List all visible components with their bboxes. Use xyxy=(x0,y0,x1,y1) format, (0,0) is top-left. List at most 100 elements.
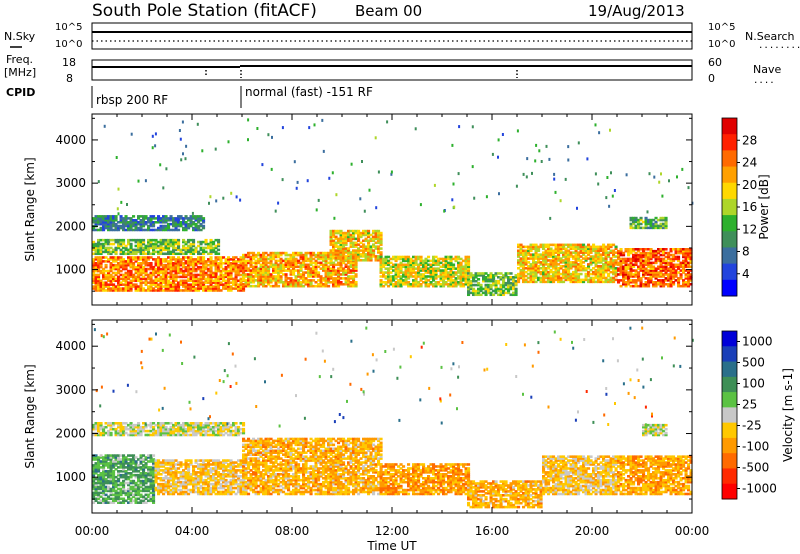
data-cell xyxy=(152,427,156,431)
data-cell xyxy=(402,271,406,274)
data-cell xyxy=(177,271,181,275)
data-cell xyxy=(287,283,291,286)
data-cell xyxy=(459,277,463,280)
data-cell xyxy=(122,263,126,267)
data-cell xyxy=(552,243,556,247)
data-cell xyxy=(234,273,238,277)
data-cell xyxy=(654,226,658,230)
data-cell xyxy=(642,283,646,286)
sparse-echo xyxy=(653,175,656,179)
data-cell xyxy=(267,265,271,269)
data-cell xyxy=(454,267,458,270)
data-cell xyxy=(367,229,371,233)
data-cell xyxy=(514,293,518,297)
data-cell xyxy=(589,278,593,282)
data-cell xyxy=(202,246,206,250)
data-cell xyxy=(569,253,573,256)
data-cell xyxy=(104,277,108,281)
data-cell xyxy=(684,261,688,265)
data-cell xyxy=(169,289,173,292)
data-cell xyxy=(424,261,428,265)
data-cell xyxy=(367,235,371,239)
data-cell xyxy=(362,247,366,250)
data-cell xyxy=(184,273,188,277)
data-cell xyxy=(627,275,631,278)
data-cell xyxy=(259,273,263,276)
data-cell xyxy=(402,259,406,263)
data-cell xyxy=(94,277,98,281)
data-cell xyxy=(92,458,96,461)
data-cell xyxy=(224,423,228,427)
data-cell xyxy=(189,248,193,252)
data-cell xyxy=(579,261,583,264)
data-cell xyxy=(434,281,438,284)
data-cell xyxy=(177,262,181,265)
data-cell xyxy=(159,425,163,429)
data-cell xyxy=(464,259,468,263)
data-cell xyxy=(219,429,223,433)
data-cell xyxy=(134,287,138,290)
data-cell xyxy=(369,255,373,258)
data-cell xyxy=(324,259,328,263)
data-cell xyxy=(554,270,558,274)
colorbar-label: Power [dB] xyxy=(757,174,771,239)
data-cell xyxy=(127,269,131,273)
data-cell xyxy=(282,283,286,286)
data-cell xyxy=(614,255,618,258)
data-cell xyxy=(647,218,651,222)
data-cell xyxy=(339,269,343,272)
data-cell xyxy=(354,283,358,286)
data-cell xyxy=(114,460,118,463)
data-cell xyxy=(177,263,181,267)
data-cell xyxy=(297,273,301,276)
data-cell xyxy=(464,255,468,259)
data-cell xyxy=(144,289,148,292)
data-cell xyxy=(479,274,483,277)
data-cell xyxy=(289,255,293,259)
data-cell xyxy=(234,262,238,265)
y-tick-label: 4000 xyxy=(55,133,86,147)
data-cell xyxy=(107,248,111,252)
data-cell xyxy=(579,267,583,270)
data-cell xyxy=(397,267,401,270)
data-cell xyxy=(167,267,171,271)
data-cell xyxy=(574,259,578,262)
data-cell xyxy=(207,267,211,271)
data-cell xyxy=(102,260,106,263)
data-cell xyxy=(332,255,336,258)
data-cell xyxy=(589,259,593,262)
data-cell xyxy=(547,249,551,253)
data-cell xyxy=(432,275,436,278)
data-cell xyxy=(664,271,668,274)
data-cell xyxy=(669,261,673,265)
data-cell xyxy=(527,251,531,254)
data-cell xyxy=(102,497,106,501)
data-cell xyxy=(327,284,331,288)
data-cell xyxy=(564,272,568,276)
data-cell xyxy=(344,255,348,258)
data-cell xyxy=(202,240,206,244)
data-cell xyxy=(602,247,606,251)
data-cell xyxy=(317,253,321,257)
data-cell xyxy=(199,215,203,218)
data-cell xyxy=(669,257,673,261)
data-cell xyxy=(129,244,133,248)
data-cell xyxy=(97,479,101,483)
data-cell xyxy=(387,269,391,272)
sparse-echo xyxy=(535,143,538,147)
data-cell xyxy=(542,270,546,274)
data-cell xyxy=(659,259,663,263)
data-cell xyxy=(667,269,671,272)
data-cell xyxy=(677,263,681,267)
data-cell xyxy=(572,255,576,258)
data-cell xyxy=(142,215,146,218)
data-cell xyxy=(94,456,98,459)
data-cell xyxy=(132,265,136,269)
data-cell xyxy=(107,454,111,457)
data-cell xyxy=(194,250,198,254)
data-cell xyxy=(117,277,121,281)
data-cell xyxy=(554,245,558,249)
data-cell xyxy=(169,262,173,265)
data-cell xyxy=(114,263,118,267)
data-cell xyxy=(364,245,368,248)
